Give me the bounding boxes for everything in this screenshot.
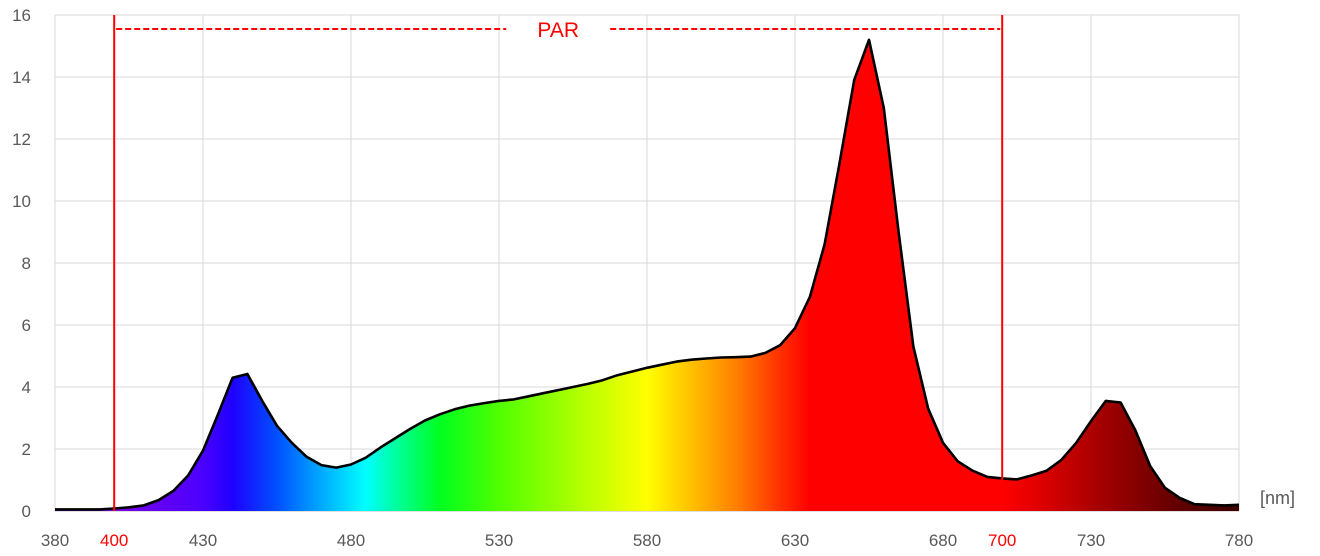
par-label: PAR [537, 19, 579, 42]
spectrum-line [55, 38, 1240, 511]
y-tick-label: 8 [22, 254, 31, 273]
y-tick-label: 10 [12, 192, 31, 211]
par-region: PAR [113, 15, 1004, 511]
x-unit-label: [nm] [1260, 488, 1295, 508]
x-tick-label: 780 [1225, 531, 1253, 550]
y-tick-label: 6 [22, 316, 31, 335]
y-tick-label: 14 [12, 68, 31, 87]
spectrum-area [55, 39, 1239, 512]
y-tick-label: 4 [22, 378, 31, 397]
y-tick-label: 12 [12, 130, 31, 149]
x-tick-label: 700 [988, 531, 1016, 550]
x-tick-label: 730 [1077, 531, 1105, 550]
x-tick-label: 400 [100, 531, 128, 550]
y-tick-label: 16 [12, 6, 31, 25]
x-tick-label: 530 [485, 531, 513, 550]
y-tick-label: 0 [22, 502, 31, 521]
x-tick-label: 580 [633, 531, 661, 550]
x-tick-label: 680 [929, 531, 957, 550]
y-axis-ticks: 0 2 4 6 8 10 12 14 16 [12, 6, 31, 521]
x-axis-ticks: 380 400 430 480 530 580 630 680 700 730 780 [41, 531, 1253, 550]
x-tick-label: 380 [41, 531, 69, 550]
x-tick-label: 630 [781, 531, 809, 550]
x-tick-label: 430 [189, 531, 217, 550]
y-tick-label: 2 [22, 440, 31, 459]
x-tick-label: 480 [337, 531, 365, 550]
